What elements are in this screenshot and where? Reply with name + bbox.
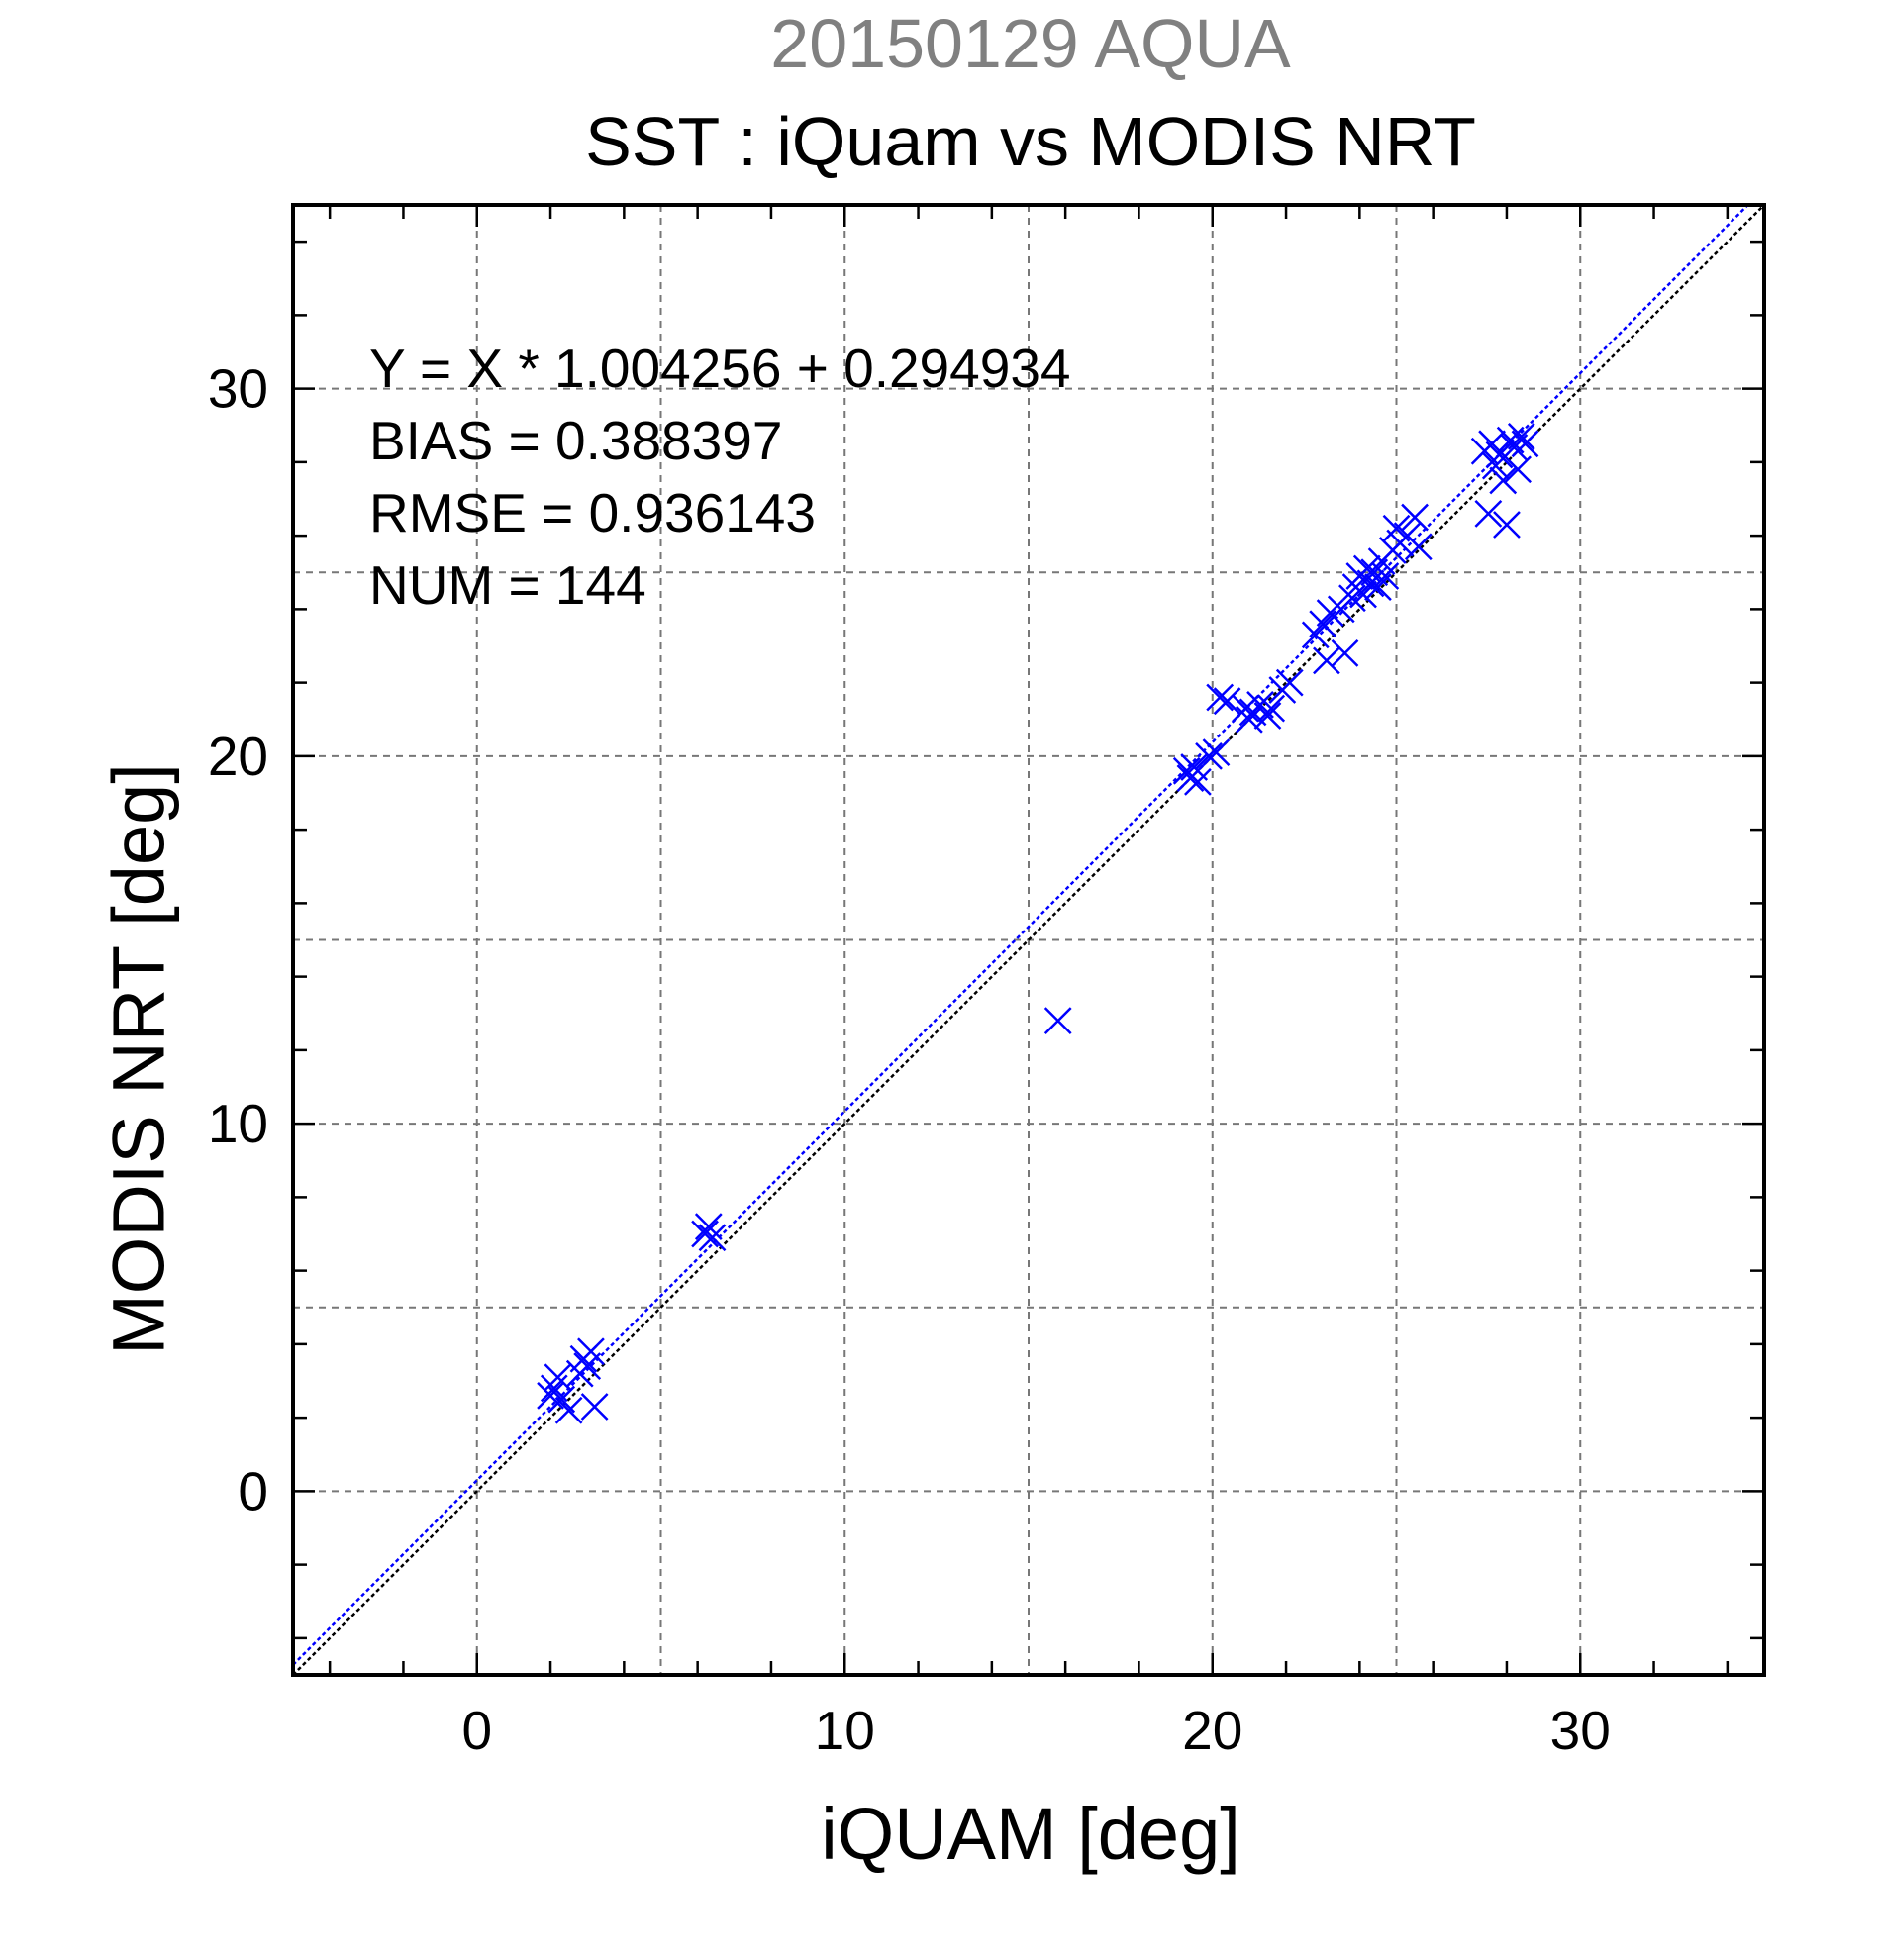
y-axis-label: MODIS NRT [deg] (97, 763, 180, 1355)
data-point (1504, 455, 1532, 484)
regression-equation: Y = X * 1.004256 + 0.294934 (369, 338, 1071, 399)
x-axis-label: iQUAM [deg] (821, 1793, 1240, 1875)
data-point (569, 1344, 598, 1373)
plot-frame (291, 203, 1766, 1677)
data-point (1404, 533, 1433, 561)
data-points (537, 423, 1539, 1424)
chart-subtitle: SST : iQuam vs MODIS NRT (585, 103, 1476, 180)
data-point (1401, 503, 1429, 532)
data-point (698, 1224, 727, 1252)
data-point (1313, 646, 1340, 675)
data-point (1275, 668, 1304, 697)
data-point (1043, 1007, 1072, 1035)
data-point (1236, 705, 1263, 734)
axis-ticks (293, 205, 1764, 1675)
data-point (554, 1396, 583, 1424)
data-point (1184, 767, 1212, 796)
y-tick-label: 30 (208, 358, 268, 420)
data-point (691, 1220, 719, 1248)
sample-count: NUM = 144 (369, 554, 646, 616)
data-point (1493, 511, 1521, 539)
data-point (1176, 764, 1205, 793)
data-point (1257, 694, 1286, 723)
data-point (1507, 423, 1535, 450)
data-point (1195, 741, 1223, 770)
data-point (537, 1381, 564, 1410)
data-point (1371, 562, 1400, 590)
data-point (580, 1393, 609, 1421)
tick-labels: 0 10 20 30 0 10 20 30 (208, 358, 1611, 1761)
chart-title: 20150129 AQUA (770, 5, 1291, 82)
rmse-value: RMSE = 0.936143 (369, 482, 816, 543)
data-point (1489, 466, 1518, 495)
x-tick-label: 10 (815, 1700, 875, 1761)
data-point (1213, 687, 1241, 716)
data-point (1474, 499, 1503, 528)
x-tick-label: 30 (1550, 1700, 1611, 1761)
data-point (1206, 683, 1235, 712)
data-point (1338, 584, 1366, 613)
bias-value: BIAS = 0.388397 (369, 410, 783, 471)
y-tick-label: 10 (208, 1093, 268, 1154)
x-tick-label: 0 (461, 1700, 492, 1761)
data-point (1253, 702, 1282, 730)
y-tick-label: 0 (238, 1460, 268, 1521)
data-point (1485, 441, 1514, 469)
data-point (1331, 639, 1359, 667)
data-point (1316, 599, 1344, 627)
x-tick-label: 20 (1182, 1700, 1242, 1761)
data-point (1356, 569, 1385, 598)
data-point (1511, 430, 1539, 458)
data-point (1202, 738, 1231, 767)
data-point (694, 1213, 723, 1240)
y-tick-label: 20 (208, 726, 268, 787)
